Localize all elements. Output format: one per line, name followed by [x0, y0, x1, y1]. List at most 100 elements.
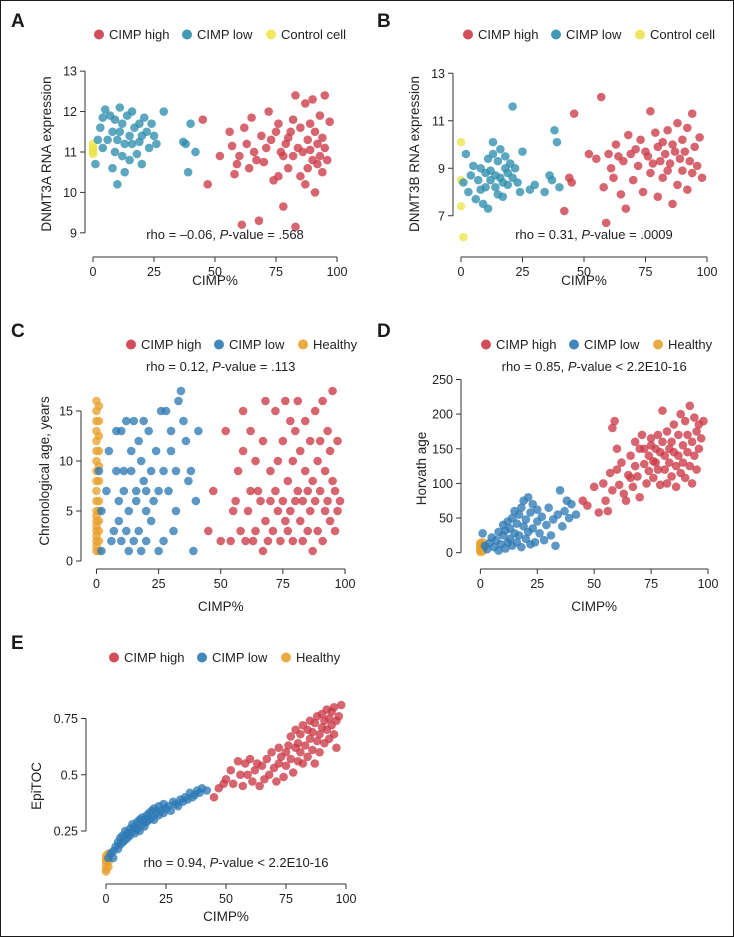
- data-point: [464, 187, 473, 197]
- data-point: [683, 123, 692, 133]
- data-point: [228, 506, 238, 516]
- data-point: [583, 501, 592, 510]
- data-point: [555, 486, 565, 495]
- data-point: [266, 496, 275, 506]
- data-point: [251, 456, 260, 466]
- data-point: [246, 426, 255, 436]
- data-point: [241, 536, 250, 546]
- data-point: [628, 175, 638, 185]
- data-point: [121, 526, 131, 536]
- data-point: [208, 486, 218, 496]
- panel-a: A CIMP high CIMP low Control cell 0 25 50 75 100…: [11, 11, 347, 288]
- data-point: [687, 109, 697, 118]
- y-tick-label: 0: [446, 546, 453, 560]
- data-point: [514, 510, 524, 519]
- x-tick-label: 50: [577, 265, 591, 279]
- data-point: [328, 476, 337, 486]
- data-point: [517, 542, 526, 552]
- data-point: [125, 131, 134, 141]
- data-point: [592, 154, 601, 164]
- legend: CIMP high CIMP low Healthy: [109, 650, 341, 665]
- data-point: [675, 154, 685, 164]
- data-point: [517, 503, 526, 512]
- data-point: [637, 430, 647, 440]
- y-tick-label: 200: [432, 408, 453, 422]
- data-point: [601, 496, 610, 506]
- data-point: [323, 426, 332, 436]
- data-point: [630, 461, 640, 471]
- y-tick-label: 0.75: [54, 712, 78, 726]
- y-tick-label: 13: [63, 65, 77, 79]
- data-point: [261, 516, 270, 526]
- legend-marker: [551, 29, 561, 40]
- data-point: [236, 526, 245, 536]
- data-point: [94, 401, 104, 411]
- data-point: [293, 738, 303, 748]
- data-point: [469, 161, 478, 171]
- data-point: [262, 754, 272, 764]
- data-point: [692, 161, 702, 171]
- data-point: [113, 135, 122, 145]
- data-point: [204, 526, 213, 536]
- legend-label: CIMP high: [109, 27, 169, 42]
- data-point: [284, 741, 293, 750]
- data-point: [315, 729, 324, 739]
- legend-label: CIMP high: [141, 337, 201, 352]
- data-point: [329, 702, 339, 712]
- data-point: [471, 194, 481, 204]
- data-point: [683, 447, 692, 457]
- data-point: [261, 396, 270, 406]
- data-point: [300, 416, 310, 426]
- data-point: [94, 496, 104, 506]
- legend-label: Control cell: [281, 27, 346, 42]
- data-point: [315, 111, 325, 120]
- data-point: [298, 147, 308, 157]
- data-point: [230, 169, 239, 179]
- data-point: [473, 175, 483, 185]
- series-cimp-low: [478, 486, 581, 555]
- data-point: [94, 466, 104, 476]
- data-point: [619, 156, 628, 166]
- data-point: [513, 178, 522, 187]
- data-point: [609, 173, 618, 183]
- data-point: [129, 416, 139, 426]
- data-point: [112, 466, 121, 476]
- data-point: [612, 444, 622, 454]
- data-point: [110, 147, 120, 157]
- data-point: [655, 156, 665, 166]
- data-point: [617, 458, 626, 467]
- data-point: [300, 466, 310, 476]
- data-point: [320, 466, 330, 476]
- legend-marker: [298, 339, 308, 350]
- panel-letter: C: [11, 321, 25, 342]
- data-point: [296, 171, 305, 181]
- x-axis-title: CIMP%: [561, 273, 607, 288]
- data-point: [685, 461, 695, 471]
- data-point: [512, 519, 522, 528]
- data-point: [678, 440, 688, 450]
- data-point: [115, 103, 125, 112]
- data-point: [141, 536, 151, 546]
- x-tick-label: 0: [103, 892, 110, 906]
- data-point: [194, 426, 203, 436]
- series-cimp-high: [560, 92, 707, 228]
- data-point: [308, 546, 317, 556]
- data-point: [247, 113, 256, 122]
- data-point: [535, 528, 544, 538]
- data-point: [96, 123, 105, 133]
- data-point: [667, 472, 676, 481]
- data-point: [296, 729, 305, 739]
- data-point: [166, 426, 176, 436]
- data-point: [459, 178, 468, 187]
- y-tick-label: 10: [59, 455, 73, 469]
- data-point: [631, 144, 640, 154]
- legend-label: Control cell: [650, 27, 715, 42]
- data-point: [459, 232, 468, 242]
- data-point: [523, 492, 533, 502]
- data-point: [678, 458, 688, 467]
- data-point: [310, 127, 320, 137]
- data-point: [283, 163, 293, 173]
- data-point: [279, 202, 288, 211]
- y-tick-label: 11: [64, 145, 77, 159]
- data-point: [164, 486, 173, 496]
